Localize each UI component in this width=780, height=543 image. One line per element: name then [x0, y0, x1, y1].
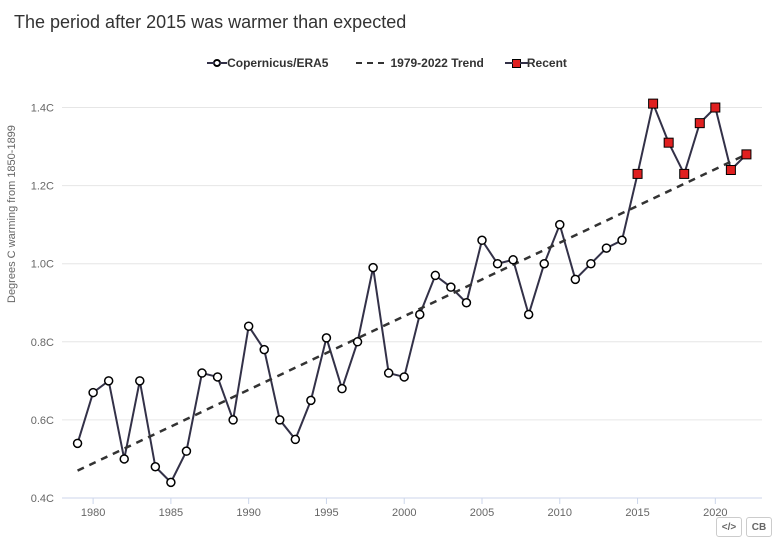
y-tick-label: 1.2C	[31, 181, 54, 193]
data-point[interactable]	[540, 260, 548, 268]
data-point[interactable]	[494, 260, 502, 268]
data-point-recent[interactable]	[695, 119, 704, 128]
data-point[interactable]	[369, 264, 377, 272]
data-point-recent[interactable]	[633, 169, 642, 178]
data-point[interactable]	[431, 271, 439, 279]
y-axis-label: Degrees C warming from 1850-1899	[6, 275, 18, 303]
data-point[interactable]	[338, 385, 346, 393]
data-point[interactable]	[447, 283, 455, 291]
x-tick-label: 2005	[470, 507, 494, 519]
x-tick-label: 1995	[314, 507, 338, 519]
data-point[interactable]	[602, 244, 610, 252]
data-point[interactable]	[120, 455, 128, 463]
x-tick-label: 2015	[625, 507, 649, 519]
data-point[interactable]	[167, 478, 175, 486]
data-point[interactable]	[571, 275, 579, 283]
plot-area: 0.4C 0.6C 0.8C 1.0C 1.2C 1.4C 1980 1985 1990 1995…	[0, 0, 780, 528]
data-point[interactable]	[182, 447, 190, 455]
data-point[interactable]	[214, 373, 222, 381]
chart-container: The period after 2015 was warmer than ex…	[0, 0, 780, 543]
data-point-recent[interactable]	[711, 103, 720, 112]
data-point[interactable]	[198, 369, 206, 377]
brand-badge: CB	[746, 517, 772, 537]
data-line	[78, 104, 747, 483]
x-tick-label: 2000	[392, 507, 416, 519]
data-point[interactable]	[618, 236, 626, 244]
x-tick-label: 1980	[81, 507, 105, 519]
data-point[interactable]	[509, 256, 517, 264]
data-point[interactable]	[322, 334, 330, 342]
data-point-recent[interactable]	[680, 169, 689, 178]
data-point[interactable]	[525, 310, 533, 318]
x-tick-label: 1985	[159, 507, 183, 519]
data-point[interactable]	[229, 416, 237, 424]
x-tick-label: 2010	[548, 507, 572, 519]
y-tick-label: 1.0C	[31, 259, 54, 271]
data-point[interactable]	[587, 260, 595, 268]
x-tick-label: 1990	[236, 507, 260, 519]
data-point[interactable]	[291, 435, 299, 443]
y-tick-label: 0.8C	[31, 337, 54, 349]
data-point[interactable]	[416, 310, 424, 318]
data-point[interactable]	[400, 373, 408, 381]
y-tick-label: 1.4C	[31, 103, 54, 115]
data-point[interactable]	[478, 236, 486, 244]
data-point[interactable]	[462, 299, 470, 307]
data-point-recent[interactable]	[664, 138, 673, 147]
data-point[interactable]	[105, 377, 113, 385]
embed-code-button[interactable]: </>	[716, 517, 742, 537]
y-tick-label: 0.4C	[31, 493, 54, 505]
y-tick-label: 0.6C	[31, 415, 54, 427]
footer-icons: </> CB	[716, 517, 772, 537]
data-point[interactable]	[556, 221, 564, 229]
data-point[interactable]	[354, 338, 362, 346]
data-point[interactable]	[245, 322, 253, 330]
data-point[interactable]	[276, 416, 284, 424]
data-point-recent[interactable]	[649, 99, 658, 108]
data-point[interactable]	[74, 439, 82, 447]
data-point[interactable]	[260, 346, 268, 354]
data-point[interactable]	[307, 396, 315, 404]
trend-line	[78, 154, 747, 470]
data-point[interactable]	[385, 369, 393, 377]
data-point[interactable]	[89, 389, 97, 397]
data-point-recent[interactable]	[726, 166, 735, 175]
data-point[interactable]	[151, 463, 159, 471]
data-point[interactable]	[136, 377, 144, 385]
data-point-recent[interactable]	[742, 150, 751, 159]
